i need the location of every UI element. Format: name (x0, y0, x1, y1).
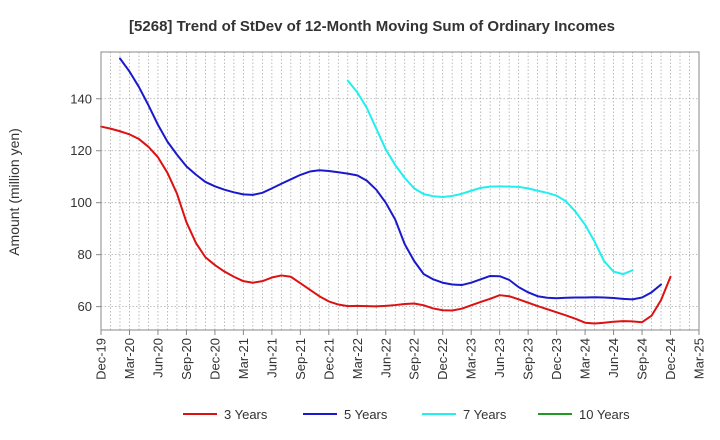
y-tick-label: 100 (70, 195, 92, 210)
grid (101, 52, 699, 330)
x-tick-label: Sep-21 (293, 338, 308, 380)
x-tick-label: Mar-24 (578, 338, 593, 379)
x-tick-label: Sep-24 (635, 338, 650, 380)
legend-label: 10 Years (579, 407, 630, 422)
series-line-7-years (346, 79, 634, 276)
legend: 3 Years 5 Years 7 Years 10 Years (183, 407, 630, 422)
plot-frame (100, 51, 700, 331)
x-tick-label: Jun-22 (378, 338, 393, 378)
series-layer (100, 57, 672, 325)
legend-label: 5 Years (344, 407, 388, 422)
x-tick-label: Sep-20 (179, 338, 194, 380)
x-tick-label: Dec-19 (94, 338, 109, 380)
x-tick-label: Dec-22 (435, 338, 450, 380)
y-tick-label: 140 (70, 91, 92, 106)
x-tick-label: Dec-24 (663, 338, 678, 380)
x-tick-label: Mar-22 (350, 338, 365, 379)
x-tick-label: Jun-23 (492, 338, 507, 378)
legend-label: 3 Years (224, 407, 268, 422)
x-tick-label: Mar-23 (464, 338, 479, 379)
x-tick-label: Jun-24 (606, 338, 621, 378)
y-tick-label: 80 (78, 247, 92, 262)
y-tick-labels: 60 80 100 120 140 (70, 91, 101, 314)
x-tick-labels: Dec-19 Mar-20 Jun-20 Sep-20 Dec-20 Mar-21 Jun-… (94, 330, 707, 380)
x-tick-label: Mar-20 (122, 338, 137, 379)
x-tick-label: Dec-21 (321, 338, 336, 380)
x-tick-label: Sep-22 (407, 338, 422, 380)
x-tick-label: Dec-23 (549, 338, 564, 380)
x-tick-label: Jun-20 (150, 338, 165, 378)
y-tick-label: 120 (70, 143, 92, 158)
chart-title: [5268] Trend of StDev of 12-Month Moving… (129, 18, 615, 35)
x-tick-label: Jun-21 (264, 338, 279, 378)
series-line-5-years (118, 57, 663, 301)
legend-label: 7 Years (463, 407, 507, 422)
x-tick-label: Sep-23 (521, 338, 536, 380)
x-tick-label: Mar-25 (692, 338, 707, 379)
series-line-3-years (100, 125, 672, 325)
y-axis-label: Amount (million yen) (6, 128, 22, 256)
x-tick-label: Dec-20 (207, 338, 222, 380)
y-tick-label: 60 (78, 299, 92, 314)
x-tick-label: Mar-21 (236, 338, 251, 379)
